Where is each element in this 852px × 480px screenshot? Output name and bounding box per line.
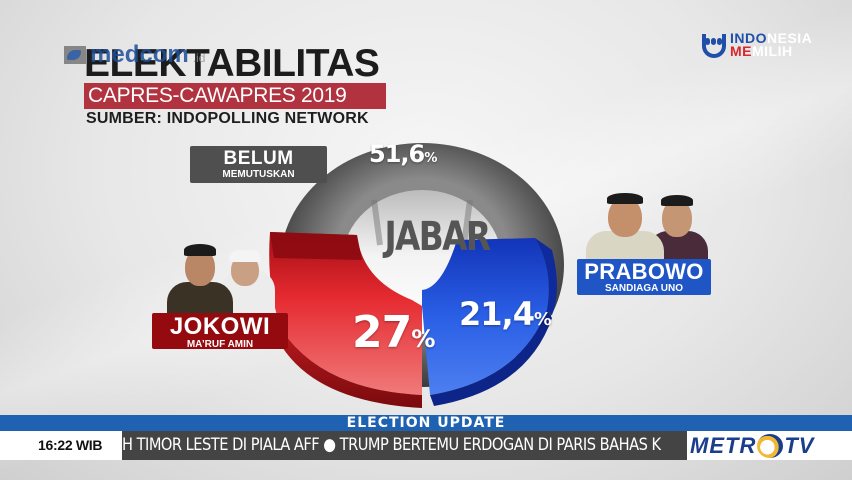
election-update-banner: ELECTION UPDATE xyxy=(0,415,852,431)
jokowi-amin-photo xyxy=(165,242,275,314)
label-jokowi-name: JOKOWI xyxy=(169,313,271,340)
label-prabowo-sub: SANDIAGA UNO xyxy=(605,283,683,294)
value-undecided: 51,6% xyxy=(369,140,438,168)
label-jokowi: JOKOWI MA’RUF AMIN xyxy=(152,313,288,350)
logo-text-nesia: NESIA xyxy=(767,30,813,46)
value-prabowo: 21,4% xyxy=(459,295,552,333)
logo-text-me: ME xyxy=(730,43,752,59)
chart-source: SUMBER: INDOPOLLING NETWORK xyxy=(86,110,369,127)
medcom-tld: .id xyxy=(192,51,206,65)
ticker-text: H TIMOR LESTE DI PIALA AFF ● TRUMP BERTE… xyxy=(122,435,661,455)
segment-jokowi xyxy=(269,232,422,395)
label-undecided: BELUM MEMUTUSKAN xyxy=(190,146,327,183)
chart-title: ELEKTABILITAS xyxy=(84,42,380,85)
clock: 16:22 WIB xyxy=(38,437,103,453)
medcom-text: medcom xyxy=(90,41,189,68)
logo-text-milih: MILIH xyxy=(752,43,793,59)
eagle-icon xyxy=(757,433,784,458)
tv-text: TV xyxy=(784,432,815,458)
chart-subtitle: CAPRES-CAWAPRES 2019 xyxy=(84,83,386,109)
indonesia-memilih-logo: INDONESIA MEMILIH xyxy=(700,30,812,60)
label-prabowo: PRABOWO SANDIAGA UNO xyxy=(577,259,711,295)
segment-prabowo xyxy=(422,238,549,395)
voting-hand-icon xyxy=(700,30,728,60)
label-undecided-sub: MEMUTUSKAN xyxy=(222,169,295,180)
medcom-logo-icon xyxy=(64,46,86,64)
label-undecided-name: BELUM xyxy=(223,148,294,169)
logo-text-indo: INDO xyxy=(730,30,767,46)
donut-chart xyxy=(269,143,564,408)
metro-tv-logo: METR TV xyxy=(690,431,814,460)
metro-text: METR xyxy=(690,432,757,458)
news-ticker: H TIMOR LESTE DI PIALA AFF ● TRUMP BERTE… xyxy=(122,431,687,460)
region-label: JABAR xyxy=(384,214,491,260)
medcom-watermark: medcom .id xyxy=(64,41,206,68)
prabowo-sandi-photo xyxy=(582,193,710,261)
label-jokowi-sub: MA’RUF AMIN xyxy=(186,339,254,350)
label-prabowo-name: PRABOWO xyxy=(584,259,704,284)
value-jokowi: 27% xyxy=(352,307,436,358)
